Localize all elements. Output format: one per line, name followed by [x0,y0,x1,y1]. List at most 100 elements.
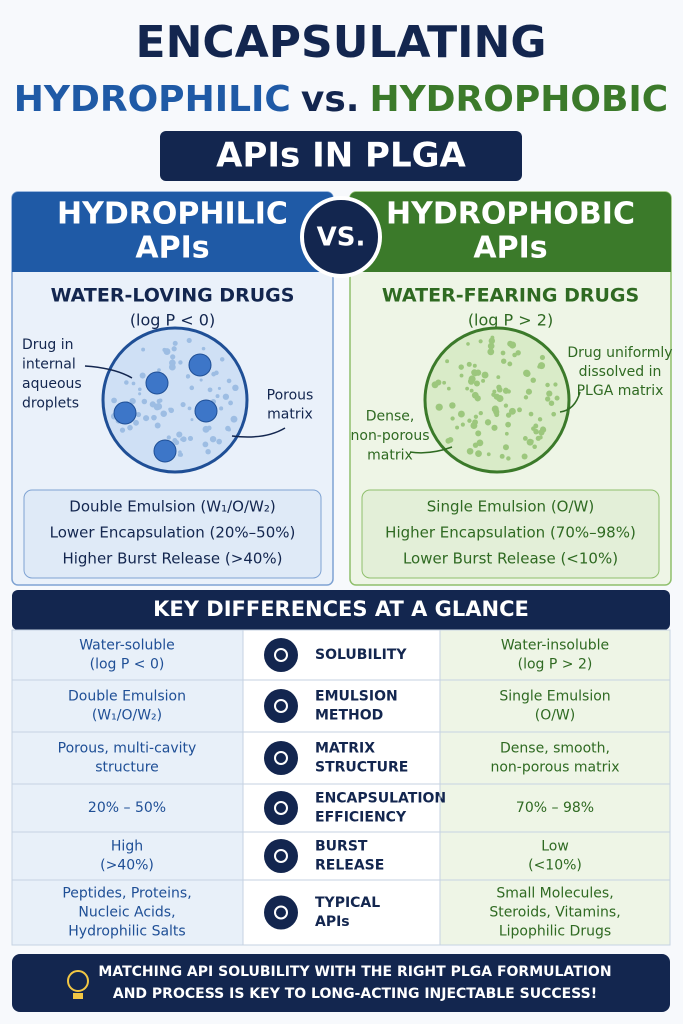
cell-right: (O/W) [535,708,576,724]
dot [473,414,479,419]
dot [532,444,537,450]
row-icon-glyph [274,849,288,863]
dot [504,431,509,436]
row-icon-glyph [274,801,288,815]
label: Drug uniformly [567,345,672,361]
dot [508,341,517,349]
dot [474,369,482,376]
title-hydrophobic: HYDROPHOBIC [369,79,668,120]
dot [537,362,546,370]
vs-badge [300,196,382,278]
panel-header-text: APIs [135,231,209,266]
row-icon-glyph [274,699,288,713]
panel-header-text: HYDROPHILIC [57,197,288,232]
table-border [11,629,671,946]
dot [176,431,183,438]
dot [199,378,203,382]
cell-right: 70% – 98% [516,800,594,816]
dot [155,403,163,410]
dot [528,411,534,417]
dot [530,377,536,383]
panel-header [350,192,671,272]
property: Lower Encapsulation (20%–50%) [50,524,296,542]
panel-header-text: APIs [473,231,547,266]
dot [209,435,217,443]
row-icon [264,741,298,775]
footer [12,954,670,1012]
label: dissolved in [579,364,662,380]
cell-label: BURST [315,839,368,855]
dot [149,401,156,408]
dot [455,425,460,430]
dot [450,416,455,421]
dot [506,456,511,461]
dot [515,350,521,356]
dot [139,372,146,379]
arrow [559,391,581,413]
dot [500,350,506,356]
property: Higher Burst Release (>40%) [62,550,282,568]
dot [466,361,472,367]
dot [442,380,447,385]
dot [475,430,482,437]
dot [525,388,533,395]
cell-right: Small Molecules, [496,886,613,902]
label: non-porous [351,428,430,444]
dot [206,425,212,431]
cell-label: TYPICAL [315,895,380,911]
label: Dense, [366,409,415,425]
panel-heading: WATER-FEARING DRUGS [382,285,639,307]
dot [478,410,483,416]
arrow [409,446,453,454]
droplet [194,399,218,423]
table-left [12,630,243,945]
dot [172,340,178,346]
dot [214,370,219,376]
dot [481,378,486,383]
dot [523,395,529,400]
dot [496,375,501,380]
dot [481,371,489,379]
dot [478,339,483,344]
row-icon-glyph [274,751,288,765]
dot [548,400,555,406]
dot [474,395,481,402]
footer-text: AND PROCESS IS KEY TO LONG-ACTING INJECT… [113,986,597,1002]
dot [499,453,505,459]
dot [522,436,528,441]
dot [466,342,470,346]
dot [502,444,509,451]
cell-left: 20% – 50% [88,800,166,816]
dot [135,411,142,418]
panel-logp: (log P < 0) [130,311,215,330]
cell-right: Steroids, Vitamins, [489,905,620,921]
dot [459,373,464,378]
dot [484,419,492,426]
dot [230,415,238,423]
dot [170,354,176,360]
dot [501,358,507,364]
dot [467,378,475,385]
dot [521,453,528,460]
dot [111,397,117,404]
row-icon [264,895,298,930]
dot [507,361,513,367]
dot [133,419,139,426]
dot [490,335,495,340]
row-icon [264,689,298,723]
cell-right: (log P > 2) [518,657,593,673]
title-line1: ENCAPSULATING [136,17,547,68]
subtitle-pill [160,131,522,181]
dot [143,415,150,422]
dot [431,381,439,389]
label: aqueous [22,376,82,392]
dot [487,342,495,350]
dot [445,359,450,364]
cell-right: Single Emulsion [499,689,610,705]
dot [517,407,522,413]
dot [508,407,516,415]
dot [205,448,211,455]
row-icon [264,791,298,825]
dot [486,452,491,457]
